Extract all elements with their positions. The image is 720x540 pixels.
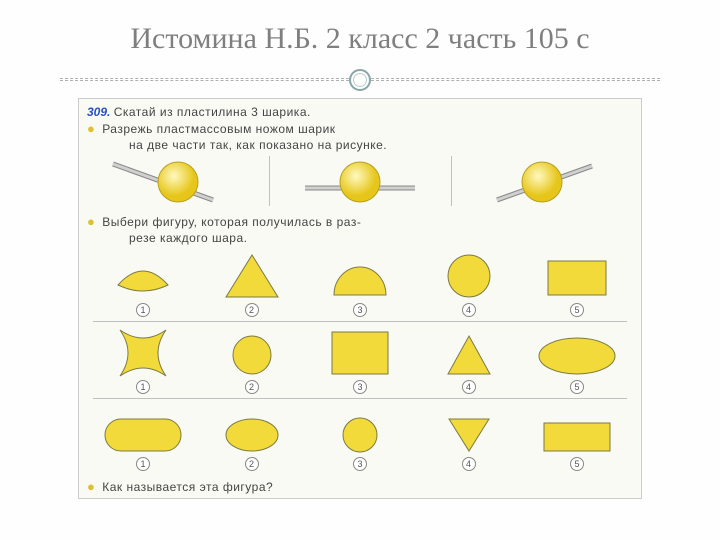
ball-cell	[285, 154, 435, 208]
exercise-line3: на две части так, как показано на рисунк…	[129, 138, 387, 152]
shape-triangle-down: 4	[421, 403, 517, 471]
shape-label: 3	[353, 303, 367, 317]
page-title: Истомина Н.Б. 2 класс 2 часть 105 с	[0, 0, 720, 70]
shape-semicircle: 3	[312, 249, 408, 317]
exercise-text: на две части так, как показано на рисунк…	[87, 138, 633, 152]
shape-ellipse: 2	[204, 403, 300, 471]
exercise-text: ● Выбери фигуру, которая получилась в ра…	[87, 214, 633, 229]
shape-label: 2	[245, 303, 259, 317]
divider-ornament	[349, 69, 371, 91]
textbook-box: 309. Скатай из пластилина 3 шарика. ● Ра…	[78, 98, 642, 499]
exercise-line4: Выбери фигуру, которая получилась в раз-	[102, 215, 361, 229]
ball-knife-icon	[467, 154, 617, 208]
exercise-line5: резе каждого шара.	[129, 231, 247, 245]
shape-rectangle: 5	[529, 403, 625, 471]
bullet-icon: ●	[87, 121, 95, 136]
shape-label: 4	[462, 380, 476, 394]
bullet-icon: ●	[87, 479, 95, 494]
exercise-line1: Скатай из пластилина 3 шарика.	[114, 105, 311, 119]
shape-circle: 4	[421, 249, 517, 317]
shape-label: 5	[570, 303, 584, 317]
exercise-text: резе каждого шара.	[87, 231, 633, 245]
shape-row: 1 2 3 4 5	[93, 326, 627, 399]
shape-circle: 2	[204, 326, 300, 394]
shape-ellipse: 5	[529, 326, 625, 394]
shape-label: 5	[570, 380, 584, 394]
shape-label: 4	[462, 457, 476, 471]
exercise-line2: Разрежь пластмассовым ножом шарик	[102, 122, 335, 136]
shape-rectangle: 5	[529, 249, 625, 317]
shape-label: 3	[353, 457, 367, 471]
shape-square: 3	[312, 326, 408, 394]
ball-knife-icon	[285, 154, 435, 208]
shape-label: 4	[462, 303, 476, 317]
exercise-footer-text: Как называется эта фигура?	[102, 480, 273, 494]
ball-cut-row	[103, 154, 617, 208]
ball-knife-icon	[103, 154, 253, 208]
exercise-text: ● Разрежь пластмассовым ножом шарик	[87, 121, 633, 136]
shape-label: 1	[136, 380, 150, 394]
shape-crescent: 1	[95, 249, 191, 317]
ball-cell	[103, 154, 253, 208]
shape-label: 5	[570, 457, 584, 471]
exercise-header: 309. Скатай из пластилина 3 шарика.	[87, 105, 633, 119]
shape-rounded-rect: 1	[95, 403, 191, 471]
ball-cell	[467, 154, 617, 208]
shape-circle: 3	[312, 403, 408, 471]
shape-label: 2	[245, 380, 259, 394]
shape-triangle: 4	[421, 326, 517, 394]
shape-triangle: 2	[204, 249, 300, 317]
exercise-footer: ● Как называется эта фигура?	[87, 479, 633, 494]
bullet-icon: ●	[87, 214, 95, 229]
shape-star4: 1	[95, 326, 191, 394]
shape-label: 1	[136, 303, 150, 317]
shape-row: 1 2 3 4 5	[93, 249, 627, 322]
shape-label: 2	[245, 457, 259, 471]
shape-row: 1 2 3 4 5	[93, 403, 627, 475]
shape-label: 3	[353, 380, 367, 394]
exercise-number: 309.	[87, 105, 110, 119]
shape-label: 1	[136, 457, 150, 471]
divider	[60, 70, 660, 90]
